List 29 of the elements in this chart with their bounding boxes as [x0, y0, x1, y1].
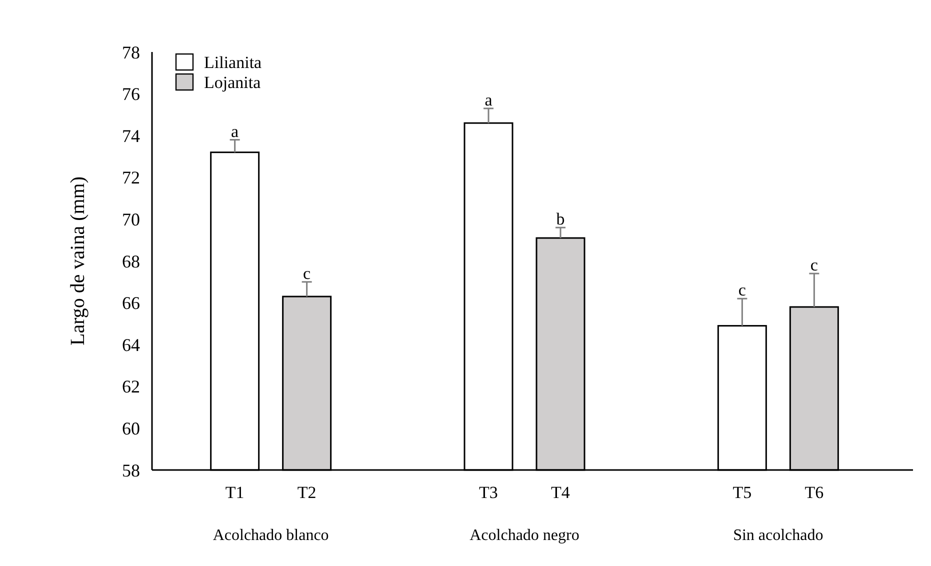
y-tick-label: 66 [122, 293, 140, 314]
x-tick-label: T2 [297, 483, 316, 502]
text: Acolchado blanco [212, 527, 329, 544]
legend-label: Lilianita [204, 52, 262, 72]
y-tick-label: 76 [122, 84, 140, 104]
data-label: a [484, 90, 493, 110]
y-tick-label: 58 [122, 460, 140, 480]
y-tick-label: 62 [122, 376, 140, 397]
x-tick-label: T4 [551, 483, 570, 502]
data-label: a [231, 122, 240, 141]
y-tick-label: 78 [122, 42, 140, 62]
x-tick-label: T5 [732, 483, 752, 502]
data-label: c [303, 264, 312, 283]
y-tick-label: 74 [122, 126, 140, 146]
y-tick-label: 70 [122, 210, 140, 230]
text: Sin acolchado [733, 527, 824, 544]
data-label: b [556, 210, 565, 229]
y-axis-title: Largo de vaina (mm) [67, 176, 89, 346]
y-tick-label: 72 [122, 168, 140, 188]
y-tick-label: 60 [122, 418, 140, 438]
data-label: c [738, 280, 746, 300]
x-tick-label: T1 [225, 483, 244, 502]
y-tick-label: 64 [122, 334, 140, 355]
y-tick-label: 68 [122, 251, 140, 272]
x-tick-label: T3 [479, 483, 498, 502]
data-label: c [810, 256, 818, 275]
text: Acolchado negro [470, 527, 580, 544]
x-tick-label: T6 [804, 483, 824, 502]
legend-label: Lojanita [204, 72, 262, 92]
